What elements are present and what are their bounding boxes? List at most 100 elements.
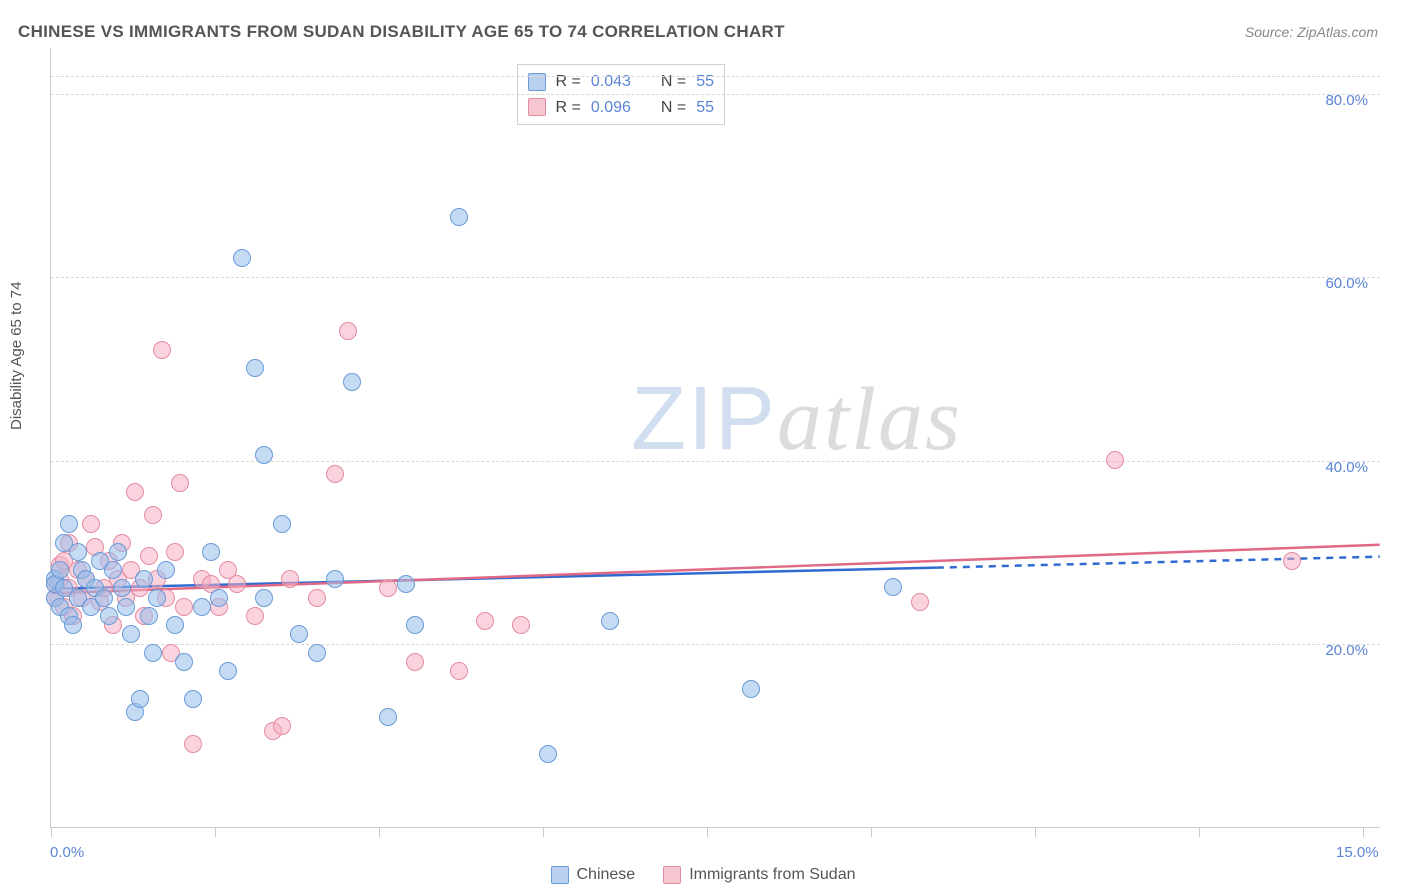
scatter-point-chinese <box>69 543 87 561</box>
legend-swatch <box>528 98 546 116</box>
watermark-atlas: atlas <box>777 370 962 469</box>
chart-title: CHINESE VS IMMIGRANTS FROM SUDAN DISABIL… <box>18 22 785 42</box>
scatter-point-sudan <box>379 579 397 597</box>
x-tick <box>871 827 872 837</box>
legend-r-label: R = <box>556 95 581 121</box>
legend-row: R = 0.096 N = 55 <box>528 95 715 121</box>
watermark: ZIPatlas <box>631 368 962 471</box>
scatter-point-sudan <box>171 474 189 492</box>
scatter-point-chinese <box>166 616 184 634</box>
scatter-point-chinese <box>148 589 166 607</box>
scatter-point-sudan <box>450 662 468 680</box>
legend-n-value: 55 <box>696 95 714 121</box>
series-legend: Chinese Immigrants from Sudan <box>0 866 1406 884</box>
scatter-point-chinese <box>64 616 82 634</box>
scatter-point-chinese <box>255 446 273 464</box>
scatter-point-sudan <box>184 735 202 753</box>
scatter-point-sudan <box>326 465 344 483</box>
series-legend-label: Immigrants from Sudan <box>689 866 855 884</box>
scatter-point-sudan <box>406 653 424 671</box>
scatter-point-chinese <box>343 373 361 391</box>
scatter-point-chinese <box>113 579 131 597</box>
scatter-point-chinese <box>193 598 211 616</box>
plot-area: ZIPatlas R =0.043N =55R =0.096N =55 20.0… <box>50 48 1380 828</box>
scatter-point-chinese <box>51 561 69 579</box>
x-tick-label: 15.0% <box>1336 844 1379 861</box>
scatter-point-chinese <box>100 607 118 625</box>
watermark-zip: ZIP <box>631 369 777 469</box>
scatter-point-chinese <box>539 745 557 763</box>
scatter-point-chinese <box>406 616 424 634</box>
scatter-point-chinese <box>379 708 397 726</box>
legend-n-label: N = <box>661 95 686 121</box>
scatter-point-chinese <box>884 578 902 596</box>
scatter-point-chinese <box>122 625 140 643</box>
scatter-point-sudan <box>140 547 158 565</box>
x-tick <box>707 827 708 837</box>
scatter-point-chinese <box>117 598 135 616</box>
y-tick-label: 40.0% <box>1325 459 1368 476</box>
scatter-point-chinese <box>109 543 127 561</box>
x-tick-label: 0.0% <box>50 844 84 861</box>
scatter-point-chinese <box>290 625 308 643</box>
scatter-point-chinese <box>104 561 122 579</box>
scatter-point-chinese <box>131 690 149 708</box>
scatter-point-sudan <box>308 589 326 607</box>
scatter-point-chinese <box>60 515 78 533</box>
legend-r-value: 0.096 <box>591 95 631 121</box>
legend-row: R = 0.043 N = 55 <box>528 69 715 95</box>
scatter-point-sudan <box>144 506 162 524</box>
legend-n-label: N = <box>661 69 686 95</box>
scatter-point-sudan <box>512 616 530 634</box>
scatter-point-sudan <box>476 612 494 630</box>
x-tick <box>379 827 380 837</box>
legend-r-label: R = <box>556 69 581 95</box>
scatter-point-chinese <box>742 680 760 698</box>
scatter-point-chinese <box>326 570 344 588</box>
scatter-point-chinese <box>273 515 291 533</box>
scatter-point-chinese <box>175 653 193 671</box>
scatter-point-chinese <box>246 359 264 377</box>
series-legend-label: Chinese <box>577 866 636 884</box>
gridline-h <box>51 644 1380 645</box>
x-tick <box>1199 827 1200 837</box>
x-tick <box>1035 827 1036 837</box>
scatter-point-sudan <box>126 483 144 501</box>
scatter-point-sudan <box>281 570 299 588</box>
trend-line <box>937 557 1380 568</box>
scatter-point-sudan <box>82 515 100 533</box>
scatter-point-sudan <box>153 341 171 359</box>
trend-line <box>51 545 1379 594</box>
scatter-point-chinese <box>255 589 273 607</box>
source-attribution: Source: ZipAtlas.com <box>1245 24 1378 40</box>
scatter-point-sudan <box>273 717 291 735</box>
x-tick <box>1363 827 1364 837</box>
gridline-h <box>51 76 1380 77</box>
series-legend-item: Immigrants from Sudan <box>663 866 855 884</box>
gridline-h <box>51 461 1380 462</box>
y-axis-label: Disability Age 65 to 74 <box>8 282 25 430</box>
y-tick-label: 60.0% <box>1325 275 1368 292</box>
scatter-point-sudan <box>246 607 264 625</box>
scatter-point-chinese <box>601 612 619 630</box>
scatter-point-sudan <box>166 543 184 561</box>
scatter-point-sudan <box>228 575 246 593</box>
legend-r-value: 0.043 <box>591 69 631 95</box>
trend-lines-layer <box>51 48 1380 827</box>
scatter-point-chinese <box>184 690 202 708</box>
scatter-point-chinese <box>157 561 175 579</box>
scatter-point-chinese <box>95 589 113 607</box>
scatter-point-sudan <box>175 598 193 616</box>
scatter-point-chinese <box>397 575 415 593</box>
scatter-point-sudan <box>1106 451 1124 469</box>
scatter-point-chinese <box>140 607 158 625</box>
gridline-h <box>51 94 1380 95</box>
legend-n-value: 55 <box>696 69 714 95</box>
legend-swatch <box>663 866 681 884</box>
legend-swatch <box>551 866 569 884</box>
scatter-point-chinese <box>210 589 228 607</box>
y-tick-label: 80.0% <box>1325 92 1368 109</box>
series-legend-item: Chinese <box>551 866 636 884</box>
x-tick <box>51 827 52 837</box>
scatter-point-chinese <box>135 570 153 588</box>
